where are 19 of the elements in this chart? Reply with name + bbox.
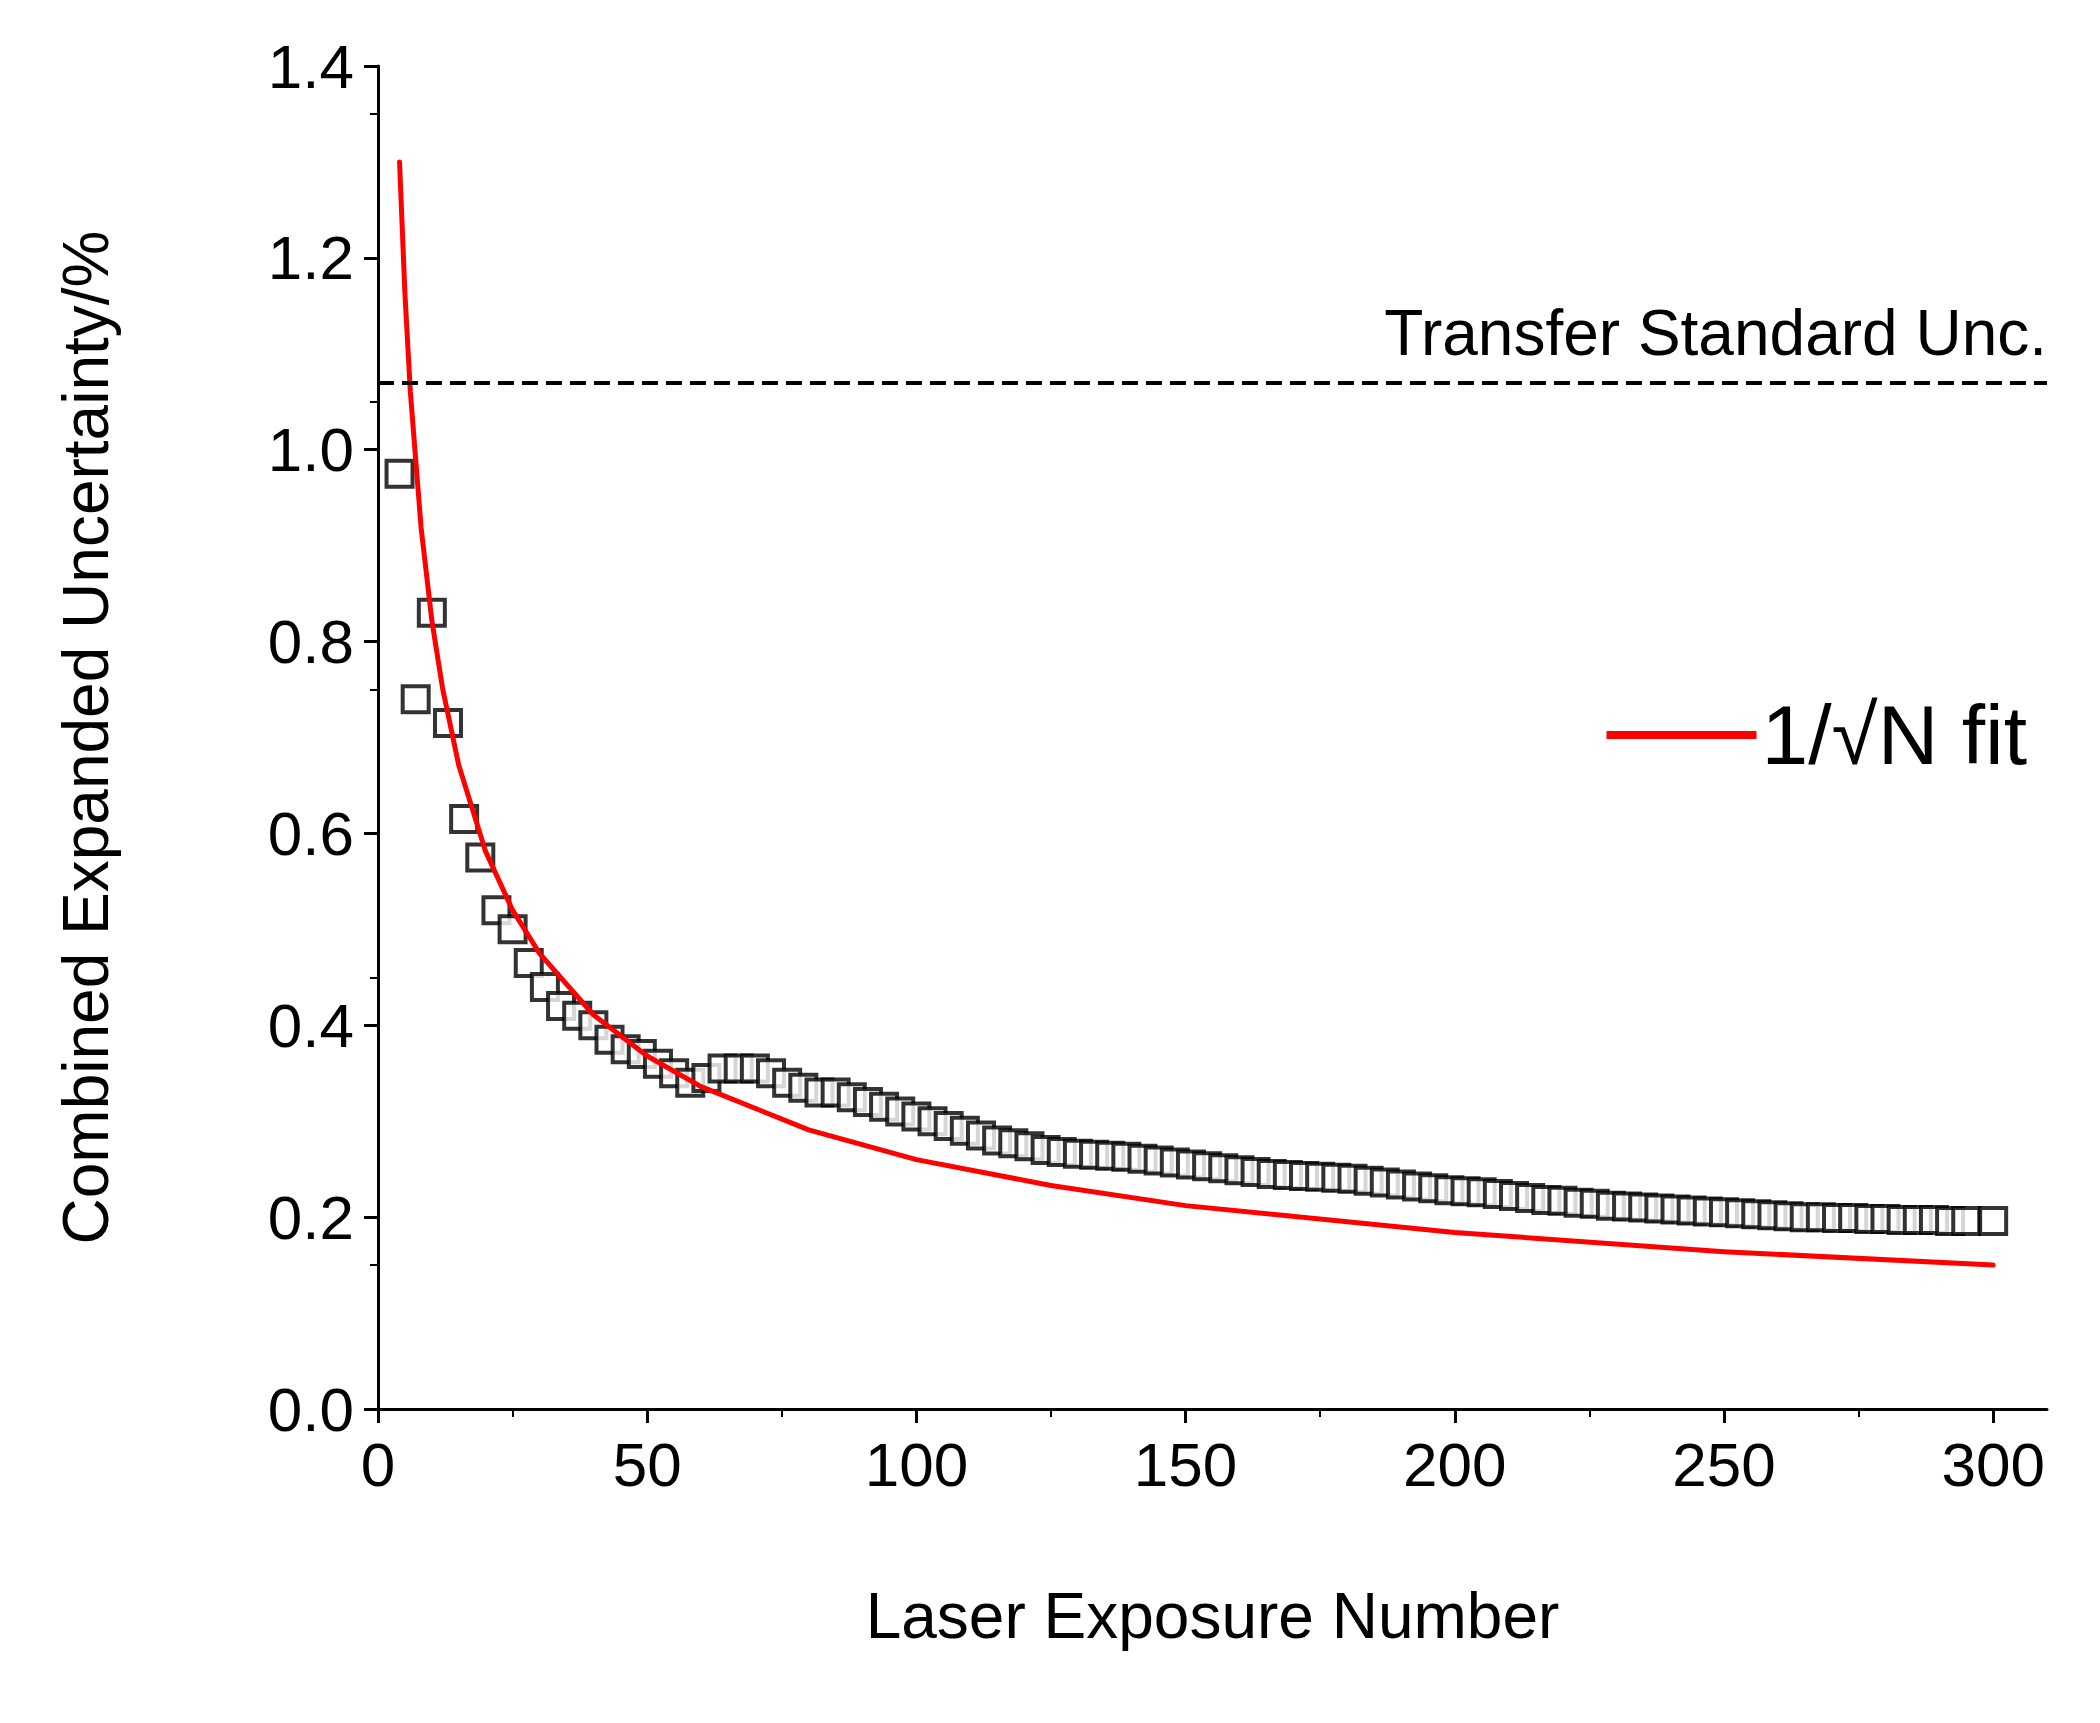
x-tick-label: 0: [360, 1429, 396, 1499]
y-tick-label: 1.4: [267, 31, 354, 101]
y-tick-label: 1.0: [267, 415, 354, 485]
legend-label: 1/√N fit: [1761, 688, 2028, 782]
x-tick-label: 200: [1403, 1429, 1507, 1499]
x-tick-label: 100: [864, 1429, 969, 1499]
x-tick-label: 50: [612, 1429, 682, 1499]
y-tick-label: 1.2: [267, 223, 354, 293]
x-tick-label: 250: [1672, 1429, 1776, 1499]
x-axis-title: Laser Exposure Number: [865, 1580, 1560, 1652]
x-tick-label: 300: [1941, 1429, 2045, 1499]
y-axis-title: Combined Expanded Uncertainty/%: [50, 230, 122, 1245]
y-tick-label: 0.6: [267, 798, 354, 868]
y-tick-label: 0.8: [267, 607, 354, 677]
y-tick-label: 0.4: [267, 990, 354, 1060]
y-tick-label: 0.2: [267, 1182, 354, 1252]
x-tick-label: 150: [1133, 1429, 1238, 1499]
y-tick-label: 0.0: [267, 1374, 354, 1444]
ref-line-label: Transfer Standard Unc.: [1384, 296, 2047, 369]
